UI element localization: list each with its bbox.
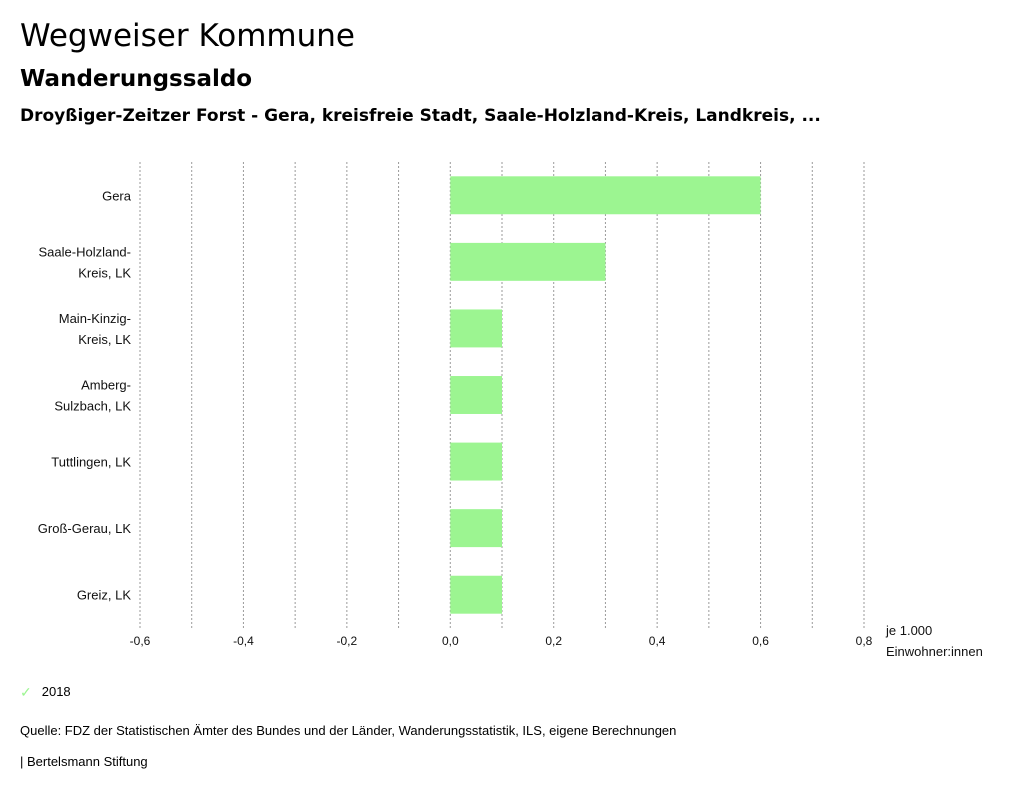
category-label: Groß-Gerau, LK [38,521,132,536]
x-tick-label: 0,0 [442,634,459,648]
x-tick-label: 0,8 [856,634,873,648]
bar-2 [450,309,502,348]
bar-1 [450,242,606,281]
x-tick-label: -0,6 [130,634,151,648]
brand-note: | Bertelsmann Stiftung [20,754,148,769]
bar-0 [450,176,761,215]
x-tick-label: 0,2 [545,634,562,648]
category-label: Greiz, LK [77,588,132,603]
bar-3 [450,376,502,414]
bar-5 [450,509,502,548]
category-label: Saale-Holzland- [39,244,132,259]
source-note: Quelle: FDZ der Statistischen Ämter des … [20,723,677,738]
category-label: Gera [102,188,132,203]
bar-6 [450,575,502,614]
category-label: Sulzbach, LK [54,399,131,414]
bar-chart: -0,6 -0,4 -0,2 0,0 0,2 0,4 0,6 0,8 je 1.000 Einwo… [38,162,983,659]
category-label: Main-Kinzig- [59,311,131,326]
region-label: Droyßiger-Zeitzer Forst - Gera, kreisfre… [20,106,821,126]
page-title: Wegweiser Kommune [20,18,355,54]
x-tick-label: 0,6 [752,634,769,648]
x-unit-label: je 1.000 [885,623,932,638]
checkmark-icon: ✓ [20,683,32,700]
bar-4 [450,442,502,481]
x-unit-label: Einwohner:innen [886,644,983,659]
category-label: Tuttlingen, LK [51,455,131,470]
x-tick-label: 0,4 [649,634,666,648]
legend-item-2018[interactable]: ✓ 2018 [20,684,71,699]
category-label: Amberg- [81,378,131,393]
category-label: Kreis, LK [78,265,131,280]
category-label: Kreis, LK [78,332,131,347]
chart-subtitle: Wanderungssaldo [20,66,253,92]
x-tick-label: -0,4 [233,634,254,648]
x-tick-label: -0,2 [337,634,358,648]
legend-label: 2018 [41,684,71,699]
